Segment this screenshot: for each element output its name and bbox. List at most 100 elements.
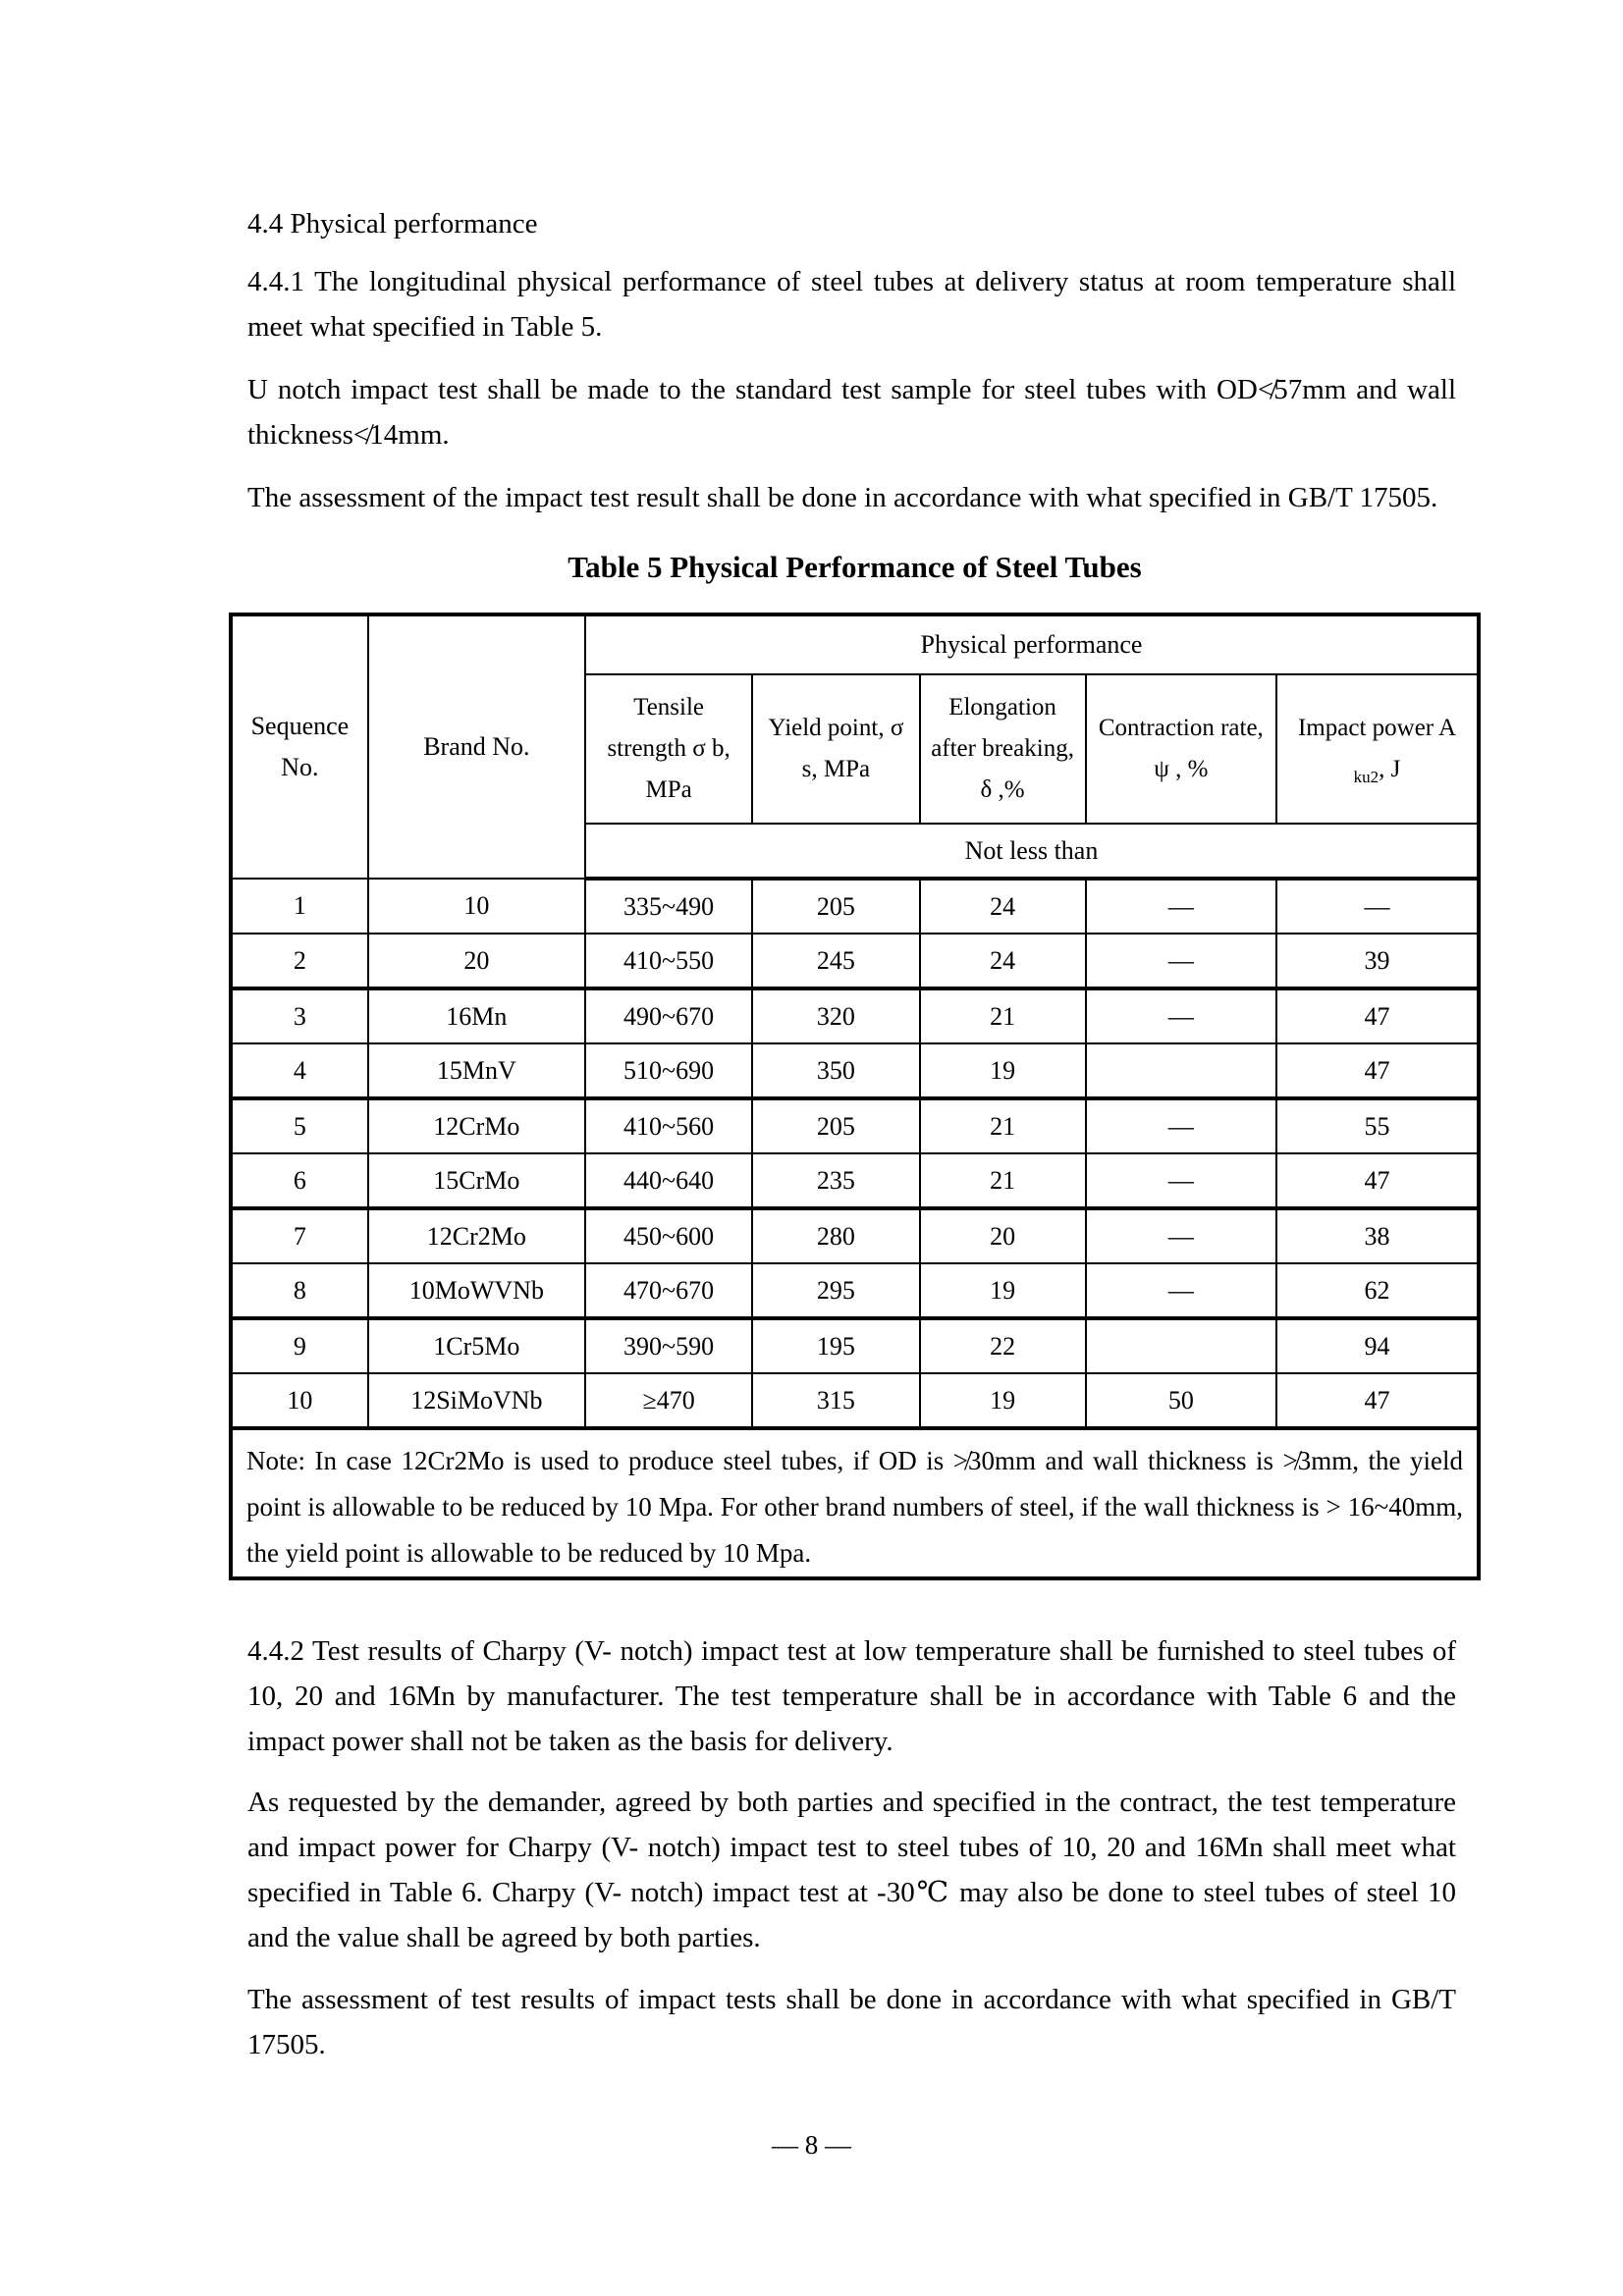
table-cell: 490~670 [583,988,754,1044]
table-cell: 55 [1275,1097,1480,1154]
table-cell: 3 [230,988,369,1044]
paragraph-assessment-1: The assessment of the impact test result… [247,482,1438,513]
paragraph-441: 4.4.1 The longitudinal physical performa… [247,266,1456,343]
table-cell: 1 [230,878,369,934]
table-cell: 205 [751,1097,921,1154]
table-cell: 21 [918,1152,1087,1210]
table-note-row: Note: In case 12Cr2Mo is used to produce… [230,1427,1480,1579]
table-cell: 21 [918,1097,1087,1154]
table-cell: ≥470 [583,1372,754,1430]
table-body: 1 10 335~490 205 24— —2 20 410~550 245 24—39 3 16Mn… [230,878,1480,1430]
header-tensile-strength: Tensile strength σ b, MPa [583,673,754,825]
header-brand-no: Brand No. [366,614,586,880]
table-cell: 410~560 [583,1097,754,1154]
table-cell: 22 [918,1317,1087,1374]
paragraph-442: 4.4.2 Test results of Charpy (V- notch) … [247,1635,1456,1757]
table-note-section: Note: In case 12Cr2Mo is used to produce… [230,1427,1480,1579]
table-cell: — [1084,1262,1278,1320]
table-cell: 235 [751,1152,921,1210]
table-cell: 6 [230,1152,369,1210]
table-cell: 510~690 [583,1042,754,1100]
table-cell: 19 [918,1262,1087,1320]
table-cell: 47 [1275,988,1480,1044]
upper-text-block: 4.4 Physical performance 4.4.1 The longi… [247,201,1456,520]
page-number: — 8 — [772,2130,851,2160]
table-cell: 470~670 [583,1262,754,1320]
table-cell: 24 [918,933,1087,990]
header-impact-power: Impact power A ku2, J [1275,673,1480,825]
paragraph-as-requested: As requested by the demander, agreed by … [247,1787,1456,1953]
table-row: 10 12SiMoVNb ≥470 315 19 50 47 [230,1372,1480,1430]
impact-power-unit: , J [1379,756,1401,782]
table-cell: 9 [230,1317,369,1374]
table-cell: 205 [751,878,921,934]
table-cell: 12CrMo [366,1097,586,1154]
table-cell: 350 [751,1042,921,1100]
table-cell: — [1084,1152,1278,1210]
table-cell: 10 [366,878,586,934]
lower-text-block: 4.4.2 Test results of Charpy (V- notch) … [247,1629,1456,2067]
impact-power-line2: ku2, J [1283,749,1471,790]
table5-title: Table 5 Physical Performance of Steel Tu… [568,550,1142,584]
table-cell: 47 [1275,1372,1480,1430]
table-row: 7 12Cr2Mo 450~600 280 20—38 [230,1207,1480,1264]
table-cell: 38 [1275,1207,1480,1264]
table-cell: 21 [918,988,1087,1044]
table-cell: 315 [751,1372,921,1430]
header-elongation: Elongation after breaking, δ ,% [918,673,1087,825]
table-cell: — [1084,933,1278,990]
table-cell: 7 [230,1207,369,1264]
table-header: Sequence No. Brand No. Physical performa… [230,614,1481,881]
table-cell: 15MnV [366,1042,586,1100]
table-cell: 410~550 [583,933,754,990]
table-cell: 12SiMoVNb [366,1372,586,1430]
header-physical-performance: Physical performance [583,614,1481,675]
table-cell: 24 [918,878,1087,934]
header-not-less-than: Not less than [583,823,1481,881]
table-cell: 390~590 [583,1317,754,1374]
table-row: 9 1Cr5Mo 390~590 195 22 94 [230,1317,1480,1374]
table-cell: 195 [751,1317,921,1374]
table-cell: — [1084,878,1278,934]
steel-tubes-table: Sequence No. Brand No. Physical performa… [229,613,1481,1580]
table-cell: 20 [918,1207,1087,1264]
table-cell: 8 [230,1262,369,1320]
table-cell [1084,1317,1278,1374]
table-cell: 15CrMo [366,1152,586,1210]
table-cell: 16Mn [366,988,586,1044]
table-cell: 440~640 [583,1152,754,1210]
table-cell: — [1084,988,1278,1044]
table-cell: 450~600 [583,1207,754,1264]
impact-power-subscript: ku2 [1353,768,1380,786]
paragraph-assessment-2: The assessment of test results of impact… [247,1984,1456,2060]
table-cell: 50 [1084,1372,1278,1430]
table-cell: 19 [918,1042,1087,1100]
table-row: 4 15MnV 510~690 350 19 47 [230,1042,1480,1100]
table-cell: 19 [918,1372,1087,1430]
table-row: 8 10MoWVNb 470~670 295 19—62 [230,1262,1480,1320]
table-row: 5 12CrMo 410~560 205 21—55 [230,1097,1480,1154]
table-cell [1084,1042,1278,1100]
table-cell: 62 [1275,1262,1480,1320]
section-heading: 4.4 Physical performance [247,208,538,240]
table-row: 6 15CrMo 440~640 235 21—47 [230,1152,1480,1210]
table-cell: 94 [1275,1317,1480,1374]
table-note: Note: In case 12Cr2Mo is used to produce… [230,1427,1480,1579]
table-cell: 320 [751,988,921,1044]
table-cell: 20 [366,933,586,990]
impact-power-line1: Impact power A [1297,715,1457,741]
table-cell: — [1275,878,1480,934]
header-contraction-rate: Contraction rate, ψ , % [1084,673,1278,825]
table-row: 3 16Mn 490~670 320 21—47 [230,988,1480,1044]
table-cell: 12Cr2Mo [366,1207,586,1264]
table-cell: 1Cr5Mo [366,1317,586,1374]
table-cell: 39 [1275,933,1480,990]
table-cell: 10MoWVNb [366,1262,586,1320]
table-cell: 5 [230,1097,369,1154]
table-cell: 47 [1275,1152,1480,1210]
table-cell: 4 [230,1042,369,1100]
table-cell: 245 [751,933,921,990]
table-row: 2 20 410~550 245 24—39 [230,933,1480,990]
table-cell: 280 [751,1207,921,1264]
table-cell: 295 [751,1262,921,1320]
